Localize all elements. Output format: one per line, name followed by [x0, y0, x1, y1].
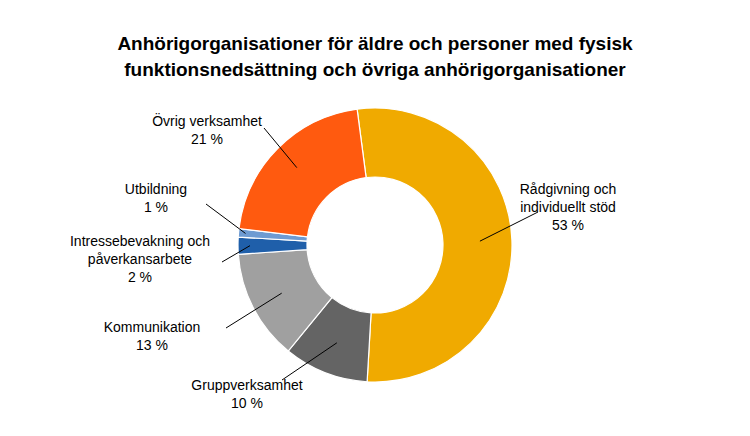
label-line: påverkansarbete: [88, 251, 193, 267]
labels: Rådgivning och individuellt stöd 53 % Grupp…: [70, 112, 616, 411]
category-label: Övrig verksamhet: [152, 112, 262, 129]
label-line: Gruppverksamhet: [191, 377, 302, 393]
data-label: 53 %: [552, 217, 584, 233]
label-line: individuellt stöd: [520, 199, 616, 215]
category-label: Utbildning: [125, 181, 187, 197]
leader-line: [206, 204, 246, 233]
label-line: Övrig verksamhet: [152, 112, 262, 129]
leader-line: [480, 212, 538, 241]
category-label: Intressebevakning och påverkansarbete: [70, 233, 210, 267]
title-line: Anhörigorganisationer för äldre och pers…: [117, 33, 633, 54]
slice: [357, 108, 512, 382]
leader-line: [226, 293, 282, 328]
data-label: 2 %: [128, 269, 152, 285]
data-label: 1 %: [144, 199, 168, 215]
slice: [238, 250, 332, 351]
label-line: Intressebevakning och: [70, 233, 210, 249]
title: Anhörigorganisationer för äldre och pers…: [117, 33, 633, 80]
title-line: funktionsnedsättning och övriga anhörigo…: [124, 59, 626, 80]
data-label: 21 %: [191, 131, 223, 147]
slices: [238, 108, 512, 382]
category-label: Gruppverksamhet: [191, 377, 302, 393]
category-label: Kommunikation: [104, 319, 201, 335]
data-label: 13 %: [136, 337, 168, 353]
label-line: Kommunikation: [104, 319, 201, 335]
category-label: Rådgivning och individuellt stöd: [520, 181, 617, 215]
data-label: 10 %: [231, 395, 263, 411]
leader-line: [222, 246, 250, 262]
chart: Anhörigorganisationer för äldre och pers…: [0, 0, 750, 436]
leader-line: [282, 343, 337, 380]
label-line: Utbildning: [125, 181, 187, 197]
leader-line: [264, 128, 297, 168]
label-line: Rådgivning och: [520, 181, 617, 197]
